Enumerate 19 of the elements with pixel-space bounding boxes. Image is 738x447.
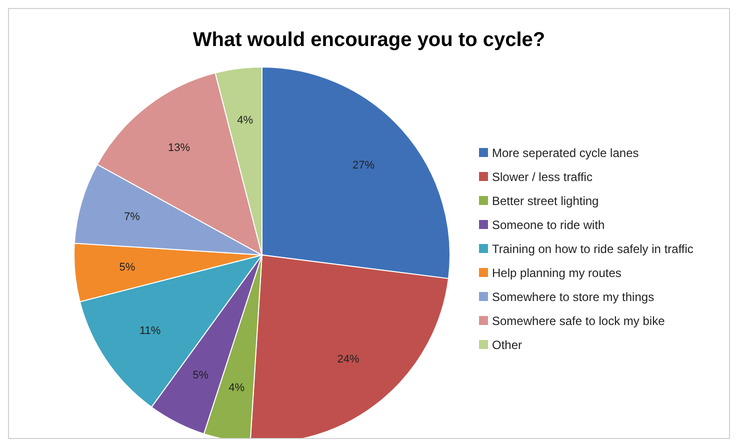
data-label: 11% bbox=[139, 325, 161, 338]
legend-label: Somewhere to store my things bbox=[492, 288, 654, 306]
legend-label: Help planning my routes bbox=[492, 264, 622, 282]
legend-label: Slower / less traffic bbox=[492, 168, 592, 186]
data-label: 24% bbox=[337, 353, 360, 366]
legend-label: Better street lighting bbox=[492, 192, 599, 210]
legend-label: Somewhere safe to lock my bike bbox=[492, 312, 665, 330]
data-label: 4% bbox=[237, 114, 254, 127]
data-label: 5% bbox=[119, 262, 136, 274]
data-label: 4% bbox=[228, 382, 245, 394]
legend-label: More seperated cycle lanes bbox=[492, 144, 639, 162]
data-label: 7% bbox=[124, 211, 140, 224]
chart-title: What would encourage you to cycle? bbox=[192, 28, 546, 53]
legend-label: Someone to ride with bbox=[492, 216, 605, 234]
data-label: 27% bbox=[352, 159, 375, 172]
legend-label: Other bbox=[492, 336, 522, 354]
data-label: 5% bbox=[192, 370, 209, 382]
data-label: 13% bbox=[168, 142, 190, 154]
legend-label: Training on how to ride safely in traffic bbox=[492, 240, 694, 258]
